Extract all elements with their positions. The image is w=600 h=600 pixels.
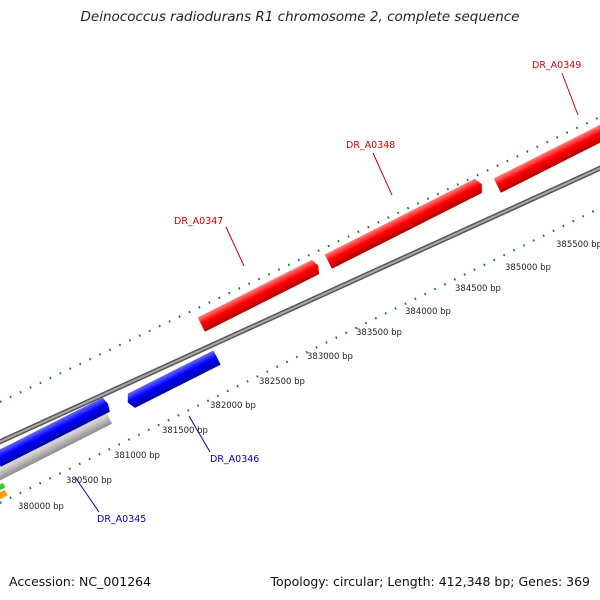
feature-orange[interactable] xyxy=(0,490,8,501)
ruler-label: 384500 bp xyxy=(455,284,501,294)
gene-dr-a0346b-shape[interactable] xyxy=(124,350,221,409)
ruler-label: 381500 bp xyxy=(162,426,208,436)
ruler-label: 385000 bp xyxy=(505,263,551,273)
gene-label-dr-a0346[interactable]: DR_A0346 xyxy=(210,454,259,465)
leader-dr-a0348 xyxy=(372,152,393,196)
gene-label-dr-a0345[interactable]: DR_A0345 xyxy=(97,514,146,525)
map-title: Deinococcus radiodurans R1 chromosome 2,… xyxy=(80,9,520,25)
leader-dr-a0346 xyxy=(188,415,211,453)
ruler-label: 384000 bp xyxy=(405,307,451,317)
gc-skew-inner-ticks xyxy=(0,207,600,504)
gene-dr-a0345-shape[interactable] xyxy=(0,397,112,467)
ruler-label: 383000 bp xyxy=(307,352,353,362)
genome-summary-text: Topology: circular; Length: 412,348 bp; … xyxy=(270,574,591,589)
gene-label-dr-a0348[interactable]: DR_A0348 xyxy=(346,140,395,151)
ruler-label: 382500 bp xyxy=(259,377,305,387)
ruler-label: 380500 bp xyxy=(66,476,112,486)
feature-green[interactable] xyxy=(0,482,6,492)
ruler-labels: 380000 bp 380500 bp 381000 bp 381500 bp … xyxy=(18,240,600,512)
gene-dr-a0349-shape[interactable] xyxy=(493,115,600,193)
gene-dr-a0346-shape[interactable] xyxy=(0,409,113,496)
leader-dr-a0345 xyxy=(74,476,100,513)
leader-dr-a0349 xyxy=(561,72,579,116)
ruler-label: 383500 bp xyxy=(356,328,402,338)
gene-label-dr-a0347[interactable]: DR_A0347 xyxy=(174,216,223,227)
gc-skew-outer-ticks xyxy=(0,116,600,403)
leader-dr-a0347 xyxy=(225,226,245,267)
gene-label-dr-a0349[interactable]: DR_A0349 xyxy=(532,60,581,71)
ruler-label: 382000 bp xyxy=(210,401,256,411)
ruler-label: 385500 bp xyxy=(556,240,600,250)
gene-dr-a0347-shape[interactable] xyxy=(197,258,322,332)
accession-text: Accession: NC_001264 xyxy=(9,574,152,589)
gene-dr-a0348-shape[interactable] xyxy=(324,177,486,269)
ruler-label: 381000 bp xyxy=(114,451,160,461)
ruler-label: 380000 bp xyxy=(18,502,64,512)
